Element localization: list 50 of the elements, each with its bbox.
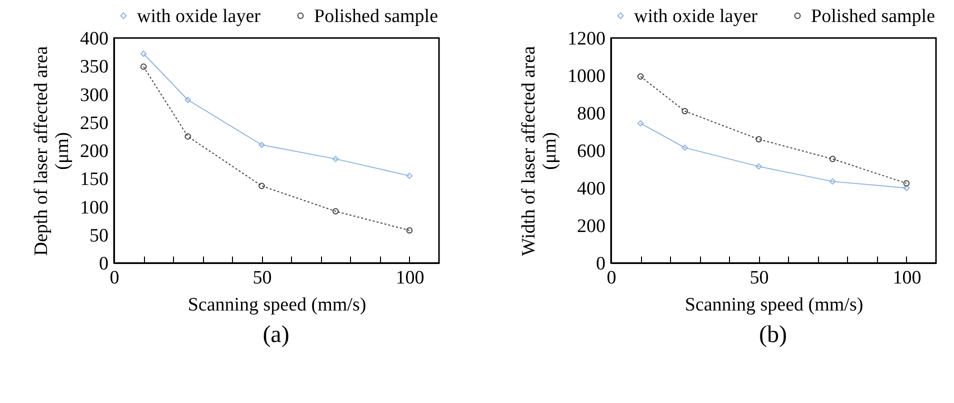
x-axis-title: Scanning speed (mm/s) (188, 294, 366, 316)
y-tick-label: 250 (80, 112, 108, 134)
point (756, 163, 762, 170)
y-tick-label: 200 (577, 216, 606, 237)
x-tick-label: 100 (892, 268, 922, 288)
x-tick-label: 50 (252, 268, 272, 288)
y-tick-label: 600 (577, 141, 606, 162)
y-tick-label: 1000 (568, 66, 606, 87)
x-tick-label: 50 (750, 268, 769, 288)
text: (a) (262, 322, 290, 348)
y-tick-label: 100 (80, 197, 108, 218)
y-tick-label: 400 (80, 28, 108, 50)
point (140, 64, 147, 70)
y-axis-title: Depth of laser affected area (μm) (31, 46, 73, 256)
point (258, 182, 265, 190)
point (406, 172, 413, 179)
point (682, 144, 688, 151)
point (682, 108, 688, 114)
x-axis-title: Scanning speed (mm/s) (684, 294, 864, 316)
legend-label: Polished sample (811, 6, 936, 27)
y-axis-title: Width of laser affected area (μm) (518, 46, 560, 256)
text: (b) (759, 322, 787, 348)
legend-label: with oxide layer (634, 6, 758, 27)
point (829, 156, 836, 162)
legend-label: Polished sample (314, 6, 438, 27)
x-tick-label: 100 (396, 268, 424, 288)
y-tick-label: 50 (90, 225, 108, 246)
point (258, 142, 265, 148)
y-tick-label: 800 (577, 104, 606, 124)
y-tick-label: 200 (80, 141, 108, 162)
y-tick-label: 0 (596, 254, 606, 274)
point (829, 178, 836, 185)
y-tick-label: 150 (80, 169, 108, 190)
point (184, 133, 192, 140)
y-tick-label: 400 (577, 178, 606, 200)
point (184, 96, 192, 104)
y-tick-label: 350 (80, 56, 108, 78)
point (903, 180, 910, 186)
y-tick-label: 1200 (568, 28, 606, 50)
point (332, 208, 339, 214)
y-tick-label: 300 (80, 84, 108, 106)
point (406, 227, 413, 234)
point (903, 184, 910, 192)
point (637, 73, 644, 80)
point (756, 136, 762, 142)
y-tick-label: 0 (99, 254, 108, 274)
legend-label: with oxide layer (137, 6, 262, 27)
point (332, 156, 339, 162)
point (140, 50, 147, 57)
point (637, 120, 644, 126)
